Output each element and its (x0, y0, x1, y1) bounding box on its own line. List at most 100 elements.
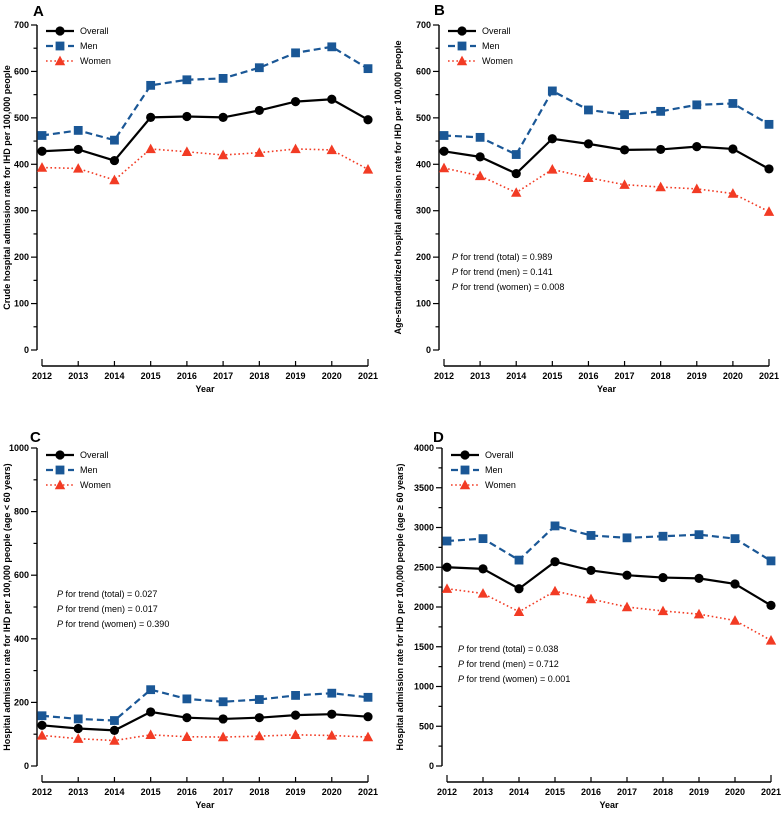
circle-marker (439, 146, 449, 156)
legend-label: Women (80, 480, 111, 490)
y-tick-label: 500 (416, 113, 431, 123)
x-axis-title: Year (195, 384, 215, 394)
triangle-marker (73, 163, 84, 173)
axes (441, 448, 771, 783)
legend-label: Men (485, 465, 503, 475)
legend-label: Overall (80, 450, 109, 460)
square-marker (73, 714, 83, 724)
triangle-marker (765, 634, 777, 645)
triangle-marker (290, 729, 301, 740)
square-marker (110, 716, 119, 725)
square-marker (254, 695, 264, 704)
square-marker (442, 536, 452, 546)
circle-marker (55, 450, 65, 460)
x-tick-label: 2014 (104, 787, 124, 797)
triangle-marker (362, 731, 374, 742)
y-tick-label: 0 (429, 761, 434, 771)
y-tick-label: 700 (416, 20, 431, 30)
square-marker (37, 711, 47, 721)
circle-marker (182, 111, 192, 122)
y-axis-title: Crude hospital admission rate for IHD pe… (2, 65, 12, 310)
square-marker (692, 100, 702, 110)
square-marker (146, 685, 156, 695)
axes (438, 25, 769, 367)
p-for-trend-line: P for trend (women) = 0.390 (57, 619, 169, 629)
p-for-trend-line: P for trend (total) = 0.027 (57, 589, 157, 599)
panel-letter: C (30, 429, 41, 446)
square-marker (218, 697, 228, 707)
series-men (439, 86, 774, 159)
legend: Overall Men Women (451, 450, 516, 490)
legend-label: Men (80, 41, 98, 51)
p-for-trend-annotation: P for trend (total) = 0.989 P for trend (… (452, 252, 564, 292)
triangle-marker (441, 583, 453, 593)
x-tick-label: 2017 (615, 371, 635, 381)
square-marker (218, 73, 228, 83)
legend-label: Overall (80, 26, 109, 36)
p-for-trend-line: P for trend (women) = 0.001 (458, 674, 570, 684)
series-line (446, 560, 772, 607)
y-tick-label: 400 (14, 634, 29, 644)
series-line (443, 137, 770, 175)
y-tick-label: 600 (416, 66, 431, 76)
series-line (41, 45, 369, 142)
y-tick-label: 3000 (414, 523, 434, 533)
series-line (443, 167, 770, 213)
triangle-marker (54, 55, 66, 66)
legend: Overall Men Women (46, 26, 111, 66)
series-line (41, 148, 369, 181)
triangle-marker (621, 601, 633, 612)
x-tick-label: 2017 (213, 787, 233, 797)
x-tick-label: 2020 (322, 787, 342, 797)
ticks (31, 447, 369, 782)
circle-marker (290, 97, 301, 107)
legend-label: Women (482, 56, 513, 66)
x-tick-label: 2018 (249, 787, 269, 797)
x-axis-title: Year (195, 800, 215, 810)
p-for-trend-annotation: P for trend (total) = 0.038 P for trend (… (458, 644, 570, 684)
x-tick-label: 2019 (689, 787, 709, 797)
y-axis-title: Hospital admission rate for IHD per 100,… (395, 463, 405, 750)
square-marker (514, 555, 524, 565)
square-marker (766, 556, 776, 566)
series-overall (37, 707, 373, 735)
triangle-marker (73, 733, 84, 743)
circle-marker (586, 565, 596, 576)
legend-label: Overall (482, 26, 511, 36)
x-tick-label: 2018 (653, 787, 673, 797)
triangle-marker (583, 172, 594, 182)
x-tick-label: 2014 (104, 371, 124, 381)
triangle-marker (511, 187, 522, 197)
x-tick-label: 2013 (470, 371, 490, 381)
circle-marker (658, 572, 668, 583)
triangle-marker (691, 183, 702, 194)
triangle-marker (181, 146, 193, 156)
square-marker (622, 533, 632, 543)
x-tick-label: 2021 (358, 371, 378, 381)
panel-letter: D (433, 429, 444, 446)
circle-marker (327, 94, 337, 104)
square-marker (55, 41, 65, 51)
series-men (442, 521, 776, 566)
square-marker (620, 110, 629, 120)
x-tick-label: 2015 (542, 371, 562, 381)
triangle-marker (456, 55, 468, 66)
y-tick-label: 100 (14, 299, 29, 309)
series-line (443, 89, 770, 156)
triangle-marker (477, 588, 489, 598)
series-women (441, 583, 777, 645)
circle-marker (218, 112, 228, 122)
circle-marker (363, 712, 373, 722)
y-tick-label: 200 (416, 252, 431, 262)
triangle-marker (54, 479, 66, 490)
series-line (41, 688, 369, 722)
square-marker (457, 41, 467, 51)
circle-marker (109, 725, 120, 735)
circle-marker (619, 145, 630, 155)
y-tick-label: 2000 (414, 602, 434, 612)
circle-marker (730, 579, 740, 589)
square-marker (584, 105, 593, 115)
circle-marker (55, 26, 65, 36)
x-tick-label: 2019 (687, 371, 707, 381)
y-tick-label: 500 (419, 721, 434, 731)
